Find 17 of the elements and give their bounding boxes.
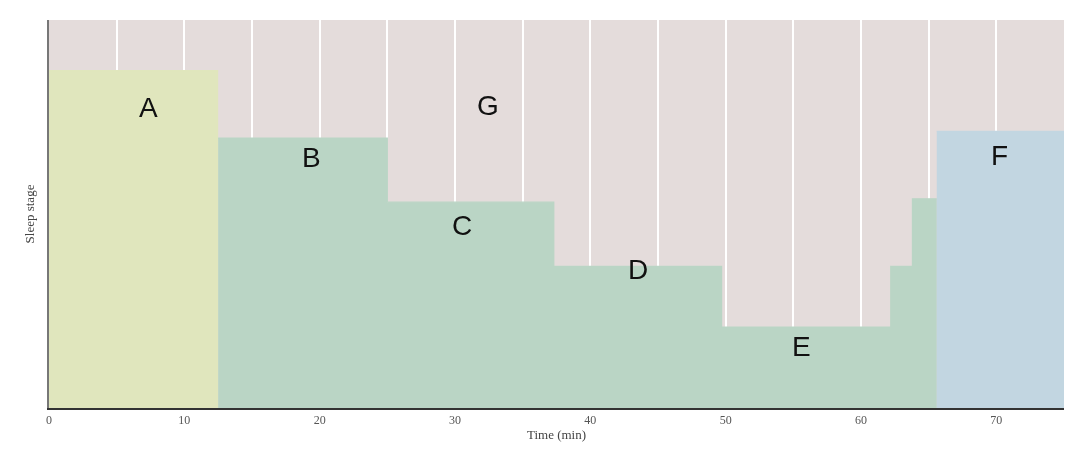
annotation: E — [792, 331, 811, 362]
y-axis-title: Sleep stage — [21, 184, 37, 244]
x-tick-label: 50 — [719, 413, 732, 428]
annotation: G — [477, 90, 499, 121]
x-tick-label: 10 — [178, 413, 191, 428]
x-tick-label: 20 — [313, 413, 326, 428]
x-tick-label: 0 — [46, 413, 52, 428]
annotation: C — [452, 210, 473, 241]
x-tick-label: 40 — [584, 413, 597, 428]
annotation: F — [991, 140, 1009, 171]
x-tick-label: 30 — [449, 413, 461, 428]
x-axis-title: Time (min) — [526, 427, 587, 443]
x-tick-label: 70 — [990, 413, 1003, 428]
annotation: B — [302, 142, 321, 173]
annotation: A — [139, 92, 158, 123]
x-tick-label: 60 — [855, 413, 867, 428]
annotation: D — [628, 254, 649, 285]
